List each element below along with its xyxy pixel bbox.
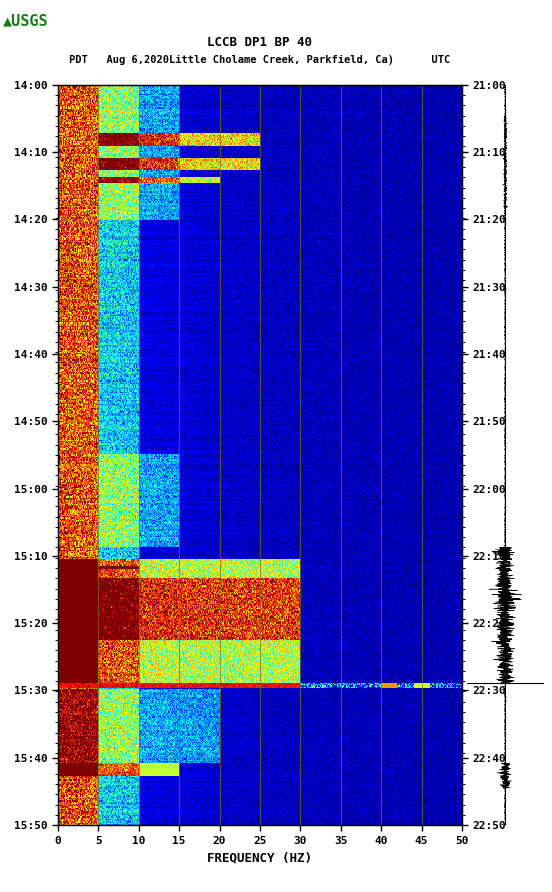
Text: LCCB DP1 BP 40: LCCB DP1 BP 40: [207, 37, 312, 49]
Text: PDT   Aug 6,2020Little Cholame Creek, Parkfield, Ca)      UTC: PDT Aug 6,2020Little Cholame Creek, Park…: [69, 54, 450, 65]
Text: ▲USGS: ▲USGS: [3, 13, 49, 29]
X-axis label: FREQUENCY (HZ): FREQUENCY (HZ): [208, 851, 312, 864]
